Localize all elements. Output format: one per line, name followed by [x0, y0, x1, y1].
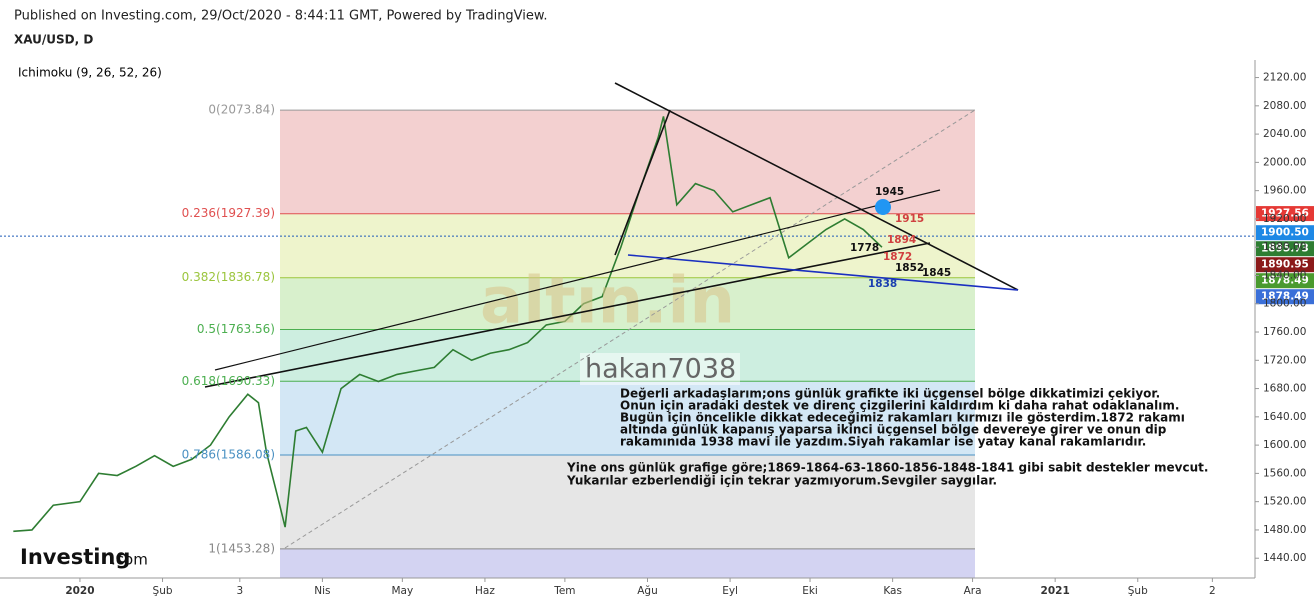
trend-line [204, 242, 931, 388]
y-tick-label: 1840.00 [1263, 269, 1306, 281]
y-tick-label: 1600.00 [1263, 439, 1306, 451]
author-bg [580, 353, 740, 385]
note-line: Değerli arkadaşlarım;ons günlük grafikte… [620, 387, 1160, 401]
price-tag-label: 1878.49 [1261, 275, 1309, 287]
x-tick-label: May [391, 585, 413, 597]
annotation: 1852 [895, 262, 924, 274]
y-tick-label: 1480.00 [1263, 524, 1306, 536]
fib-diagonal [284, 109, 976, 549]
price-tag-label: 1895.73 [1261, 243, 1309, 255]
author: hakan7038 [585, 354, 736, 385]
logo: Investing [20, 545, 130, 569]
price-tag [1256, 273, 1314, 289]
trend-line [614, 82, 1019, 291]
fib-label: 0(2073.84) [208, 103, 275, 117]
x-tick-label: Eki [802, 585, 818, 597]
x-tick-label: Şub [1128, 585, 1148, 597]
y-tick-label: 1960.00 [1263, 185, 1306, 197]
y-tick-label: 1880.00 [1263, 241, 1306, 253]
x-tick-label: 2 [1209, 585, 1216, 597]
x-tick-label: 2020 [65, 585, 94, 597]
annotation: 1915 [895, 213, 924, 225]
y-tick-label: 2040.00 [1263, 128, 1306, 140]
x-tick-label: Şub [153, 585, 173, 597]
x-tick-label: Ağu [637, 585, 658, 597]
annotation: 1845 [922, 267, 951, 279]
trend-line [627, 254, 1019, 291]
fib-label: 0.786(1586.08) [182, 447, 275, 461]
note-line: altında günlük kapanış yaparsa ikinci üç… [620, 423, 1167, 437]
indicator-label: Ichimoku (9, 26, 52, 26) [18, 66, 162, 80]
fib-label: 0.5(1763.56) [197, 322, 275, 336]
x-tick-label: Haz [475, 585, 495, 597]
price-line [13, 116, 883, 533]
trend-line [214, 189, 941, 371]
x-tick-label: Eyl [722, 585, 738, 597]
price-tag-label: 1878.49 [1261, 291, 1309, 303]
price-tag [1256, 225, 1314, 241]
y-tick-label: 1440.00 [1263, 552, 1306, 564]
y-tick-label: 1800.00 [1263, 298, 1306, 310]
logo-suffix: .com [111, 551, 148, 569]
fib-band [280, 110, 975, 214]
y-tick-label: 1680.00 [1263, 383, 1306, 395]
fib-label: 0.236(1927.39) [182, 206, 275, 220]
price-tag-label: 1890.95 [1261, 259, 1309, 271]
price-tag [1256, 206, 1314, 222]
x-tick-label: Kas [883, 585, 902, 597]
note-line: rakamınıda 1938 mavi ile yazdım.Siyah ra… [620, 435, 1146, 449]
price-tag [1256, 241, 1314, 257]
y-tick-label: 2120.00 [1263, 72, 1306, 84]
y-tick-label: 2080.00 [1263, 100, 1306, 112]
y-tick-label: 1720.00 [1263, 354, 1306, 366]
fib-label: 0.382(1836.78) [182, 270, 275, 284]
annotation: 1894 [887, 234, 916, 246]
price-tag [1256, 257, 1314, 273]
published: Published on Investing.com, 29/Oct/2020 … [14, 9, 547, 24]
annotation: 1872 [883, 251, 912, 263]
annotation: 1778 [850, 242, 879, 254]
fib-band [280, 381, 975, 455]
x-tick-label: 3 [236, 585, 243, 597]
fib-label: 1(1453.28) [208, 541, 275, 555]
fib-label: 0.618(1690.33) [182, 374, 275, 388]
symbol-title: XAU/USD, D [14, 33, 93, 47]
price-tag-label: 1900.50 [1261, 227, 1309, 239]
x-tick-label: 2021 [1041, 585, 1070, 597]
price-tag [1256, 289, 1314, 305]
note-line: Yine ons günlük grafige göre;1869-1864-6… [566, 461, 1208, 475]
trend-lines [204, 82, 1019, 549]
y-tick-label: 1920.00 [1263, 213, 1306, 225]
fib-band [280, 454, 975, 549]
marker [875, 199, 891, 215]
annotation: 1838 [868, 278, 897, 290]
x-tick-label: Nis [314, 585, 330, 597]
x-tick-label: Tem [553, 585, 575, 597]
note-line: Yukarılar ezberlendiği için tekrar yazmı… [566, 474, 997, 488]
x-tick-label: Ara [964, 585, 982, 597]
annotation: 1945 [875, 186, 904, 198]
note-line: Onun için aradaki destek ve direnç çizgi… [620, 399, 1179, 413]
y-tick-label: 1520.00 [1263, 496, 1306, 508]
y-tick-label: 1760.00 [1263, 326, 1306, 338]
y-tick-label: 1560.00 [1263, 467, 1306, 479]
y-tick-label: 1640.00 [1263, 411, 1306, 423]
y-tick-label: 2000.00 [1263, 156, 1306, 168]
price-tag-label: 1927.56 [1261, 208, 1309, 220]
note-line: Bugün için öncelikle dikkat edeceğimiz r… [620, 411, 1185, 425]
trend-line [614, 109, 671, 256]
fib-band [280, 548, 975, 578]
watermark: altın.in [480, 265, 735, 339]
